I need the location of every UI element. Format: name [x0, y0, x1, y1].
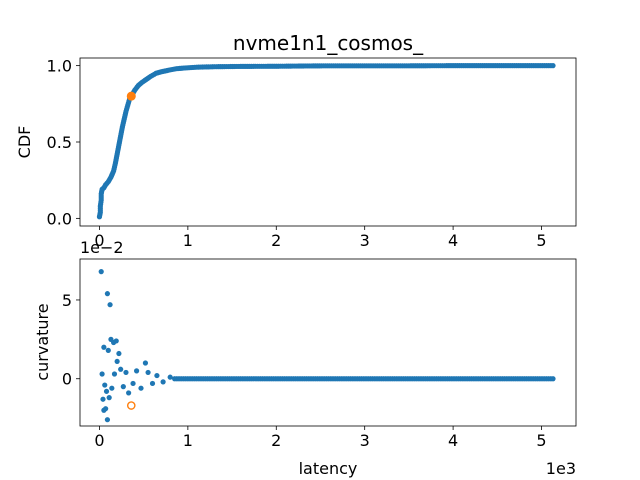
curvature-point — [111, 371, 118, 377]
curvature-point — [145, 369, 151, 376]
curvature-point — [103, 388, 110, 394]
x-tick-label: 5 — [536, 231, 546, 250]
curvature-y-axis-label: curvature — [33, 303, 52, 380]
cdf-x-ticks: 0 1 2 3 4 5 — [94, 226, 547, 250]
curvature-point — [114, 358, 120, 365]
y-tick-label: 0.5 — [47, 133, 72, 152]
curvature-point — [167, 374, 173, 380]
curvature-highlight-point — [126, 401, 136, 410]
cdf-highlight-point — [126, 91, 136, 101]
curvature-point — [142, 360, 149, 366]
curvature-point — [105, 347, 111, 353]
x-tick-label: 0 — [94, 231, 104, 250]
x-tick-label: 3 — [360, 231, 370, 250]
curvature-x-offset-label: 1e3 — [546, 459, 576, 478]
curvature-y-ticks: 05 — [62, 291, 80, 389]
curvature-axes-frame — [79, 258, 577, 427]
curvature-point — [126, 390, 132, 396]
curvature-x-ticks: 0 1 2 3 4 5 — [94, 426, 547, 450]
curvature-point — [101, 344, 107, 350]
curvature-point — [138, 385, 144, 391]
y-tick-label: 0.0 — [47, 209, 72, 228]
cdf-y-axis-label: CDF — [15, 126, 34, 159]
curvature-point — [550, 376, 556, 382]
cdf-highlight — [126, 91, 136, 101]
x-tick-label: 5 — [536, 431, 546, 450]
figure-title: nvme1n1_cosmos_ — [233, 31, 424, 55]
x-tick-label: 1 — [183, 231, 193, 250]
x-tick-label: 4 — [448, 231, 458, 250]
curvature-point — [130, 380, 136, 387]
curvature-point — [98, 269, 104, 275]
y-tick-label: 1.0 — [47, 57, 72, 76]
curvature-point — [113, 338, 119, 344]
x-tick-label: 1 — [183, 431, 193, 450]
x-tick-label: 4 — [448, 431, 458, 450]
curvature-point — [123, 369, 129, 376]
curvature-point — [104, 291, 111, 297]
cdf-point — [550, 63, 556, 69]
curvature-point — [107, 302, 113, 308]
cdf-subplot: 0 1 2 3 4 5 0.0 0.5 1.0 CDF — [15, 57, 577, 250]
x-tick-label: 2 — [271, 431, 281, 450]
curvature-highlight — [126, 401, 136, 410]
curvature-point — [154, 372, 160, 379]
curvature-point — [116, 350, 122, 357]
y-tick-label: 5 — [62, 291, 72, 310]
cdf-points — [96, 63, 556, 220]
curvature-point — [106, 395, 112, 401]
x-tick-label: 0 — [94, 431, 104, 450]
curvature-y-offset-label: 1e−2 — [80, 238, 124, 257]
curvature-point — [160, 379, 166, 385]
x-tick-label: 2 — [271, 231, 281, 250]
curvature-point — [101, 407, 107, 413]
cdf-y-ticks: 0.0 0.5 1.0 — [47, 57, 80, 228]
x-tick-label: 3 — [360, 431, 370, 450]
curvature-point — [104, 417, 111, 423]
curvature-point — [99, 371, 105, 377]
curvature-point — [149, 380, 156, 387]
curvature-point — [102, 382, 108, 388]
curvature-point — [100, 396, 106, 402]
curvature-point — [109, 385, 115, 391]
curvature-point — [120, 384, 126, 390]
curvature-points — [98, 269, 556, 423]
curvature-x-axis-label: latency — [299, 459, 358, 478]
curvature-point — [133, 368, 140, 374]
curvature-point — [118, 366, 124, 372]
y-tick-label: 0 — [62, 370, 72, 389]
